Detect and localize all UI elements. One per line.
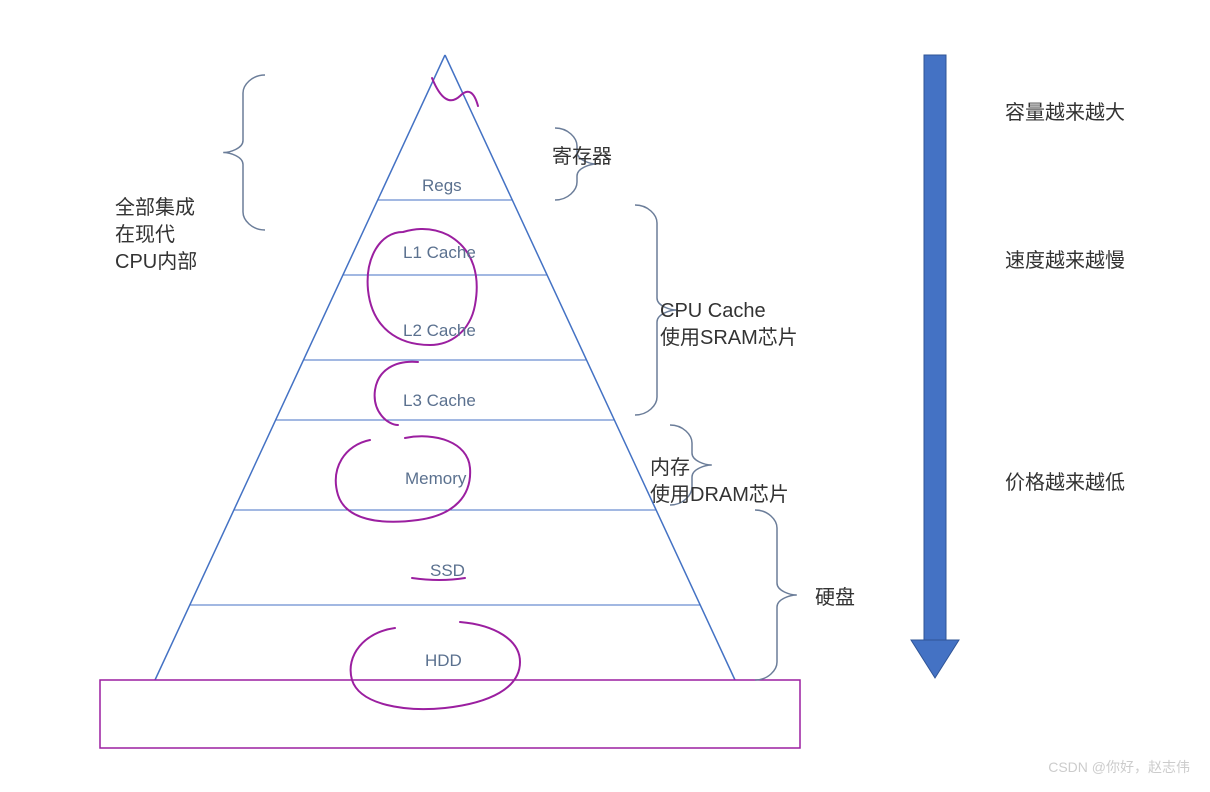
watermark: CSDN @你好，赵志伟 <box>1048 757 1190 777</box>
arrow-label-0: 容量越来越大 <box>1005 100 1125 127</box>
pyramid-level-2: L2 Cache <box>403 320 476 343</box>
right-brace-label-2: 内存使用DRAM芯片 <box>650 455 789 509</box>
right-brace-label-3: 硬盘 <box>815 585 855 612</box>
arrow-label-1: 速度越来越慢 <box>1005 248 1125 275</box>
arrow-label-2: 价格越来越低 <box>1005 470 1125 497</box>
pyramid-level-0: Regs <box>422 175 462 198</box>
pyramid-level-5: SSD <box>430 560 465 583</box>
pyramid-level-4: Memory <box>405 468 466 491</box>
right-brace-label-0: 寄存器 <box>552 144 612 171</box>
pyramid-level-1: L1 Cache <box>403 242 476 265</box>
right-brace-label-1: CPU Cache使用SRAM芯片 <box>660 298 798 352</box>
pyramid-level-3: L3 Cache <box>403 390 476 413</box>
left-brace-label: 全部集成在现代CPU内部 <box>115 195 197 276</box>
pyramid-level-6: HDD <box>425 650 462 673</box>
